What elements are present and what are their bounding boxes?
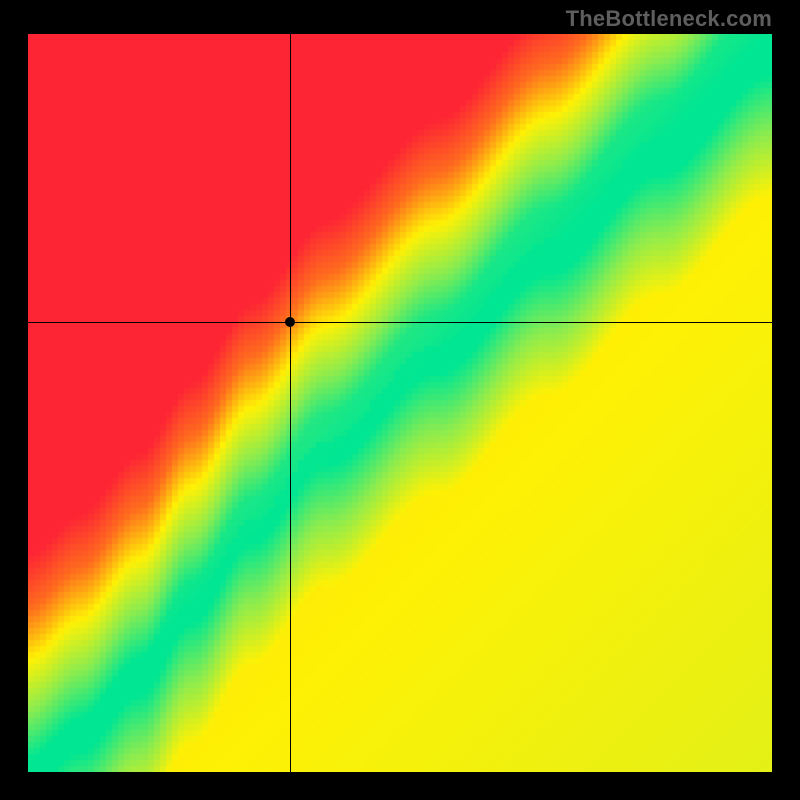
heatmap-plot xyxy=(28,34,772,772)
crosshair-horizontal xyxy=(28,322,772,323)
chart-frame: TheBottleneck.com xyxy=(0,0,800,800)
crosshair-vertical xyxy=(290,34,291,772)
heatmap-canvas xyxy=(28,34,772,772)
marker-dot xyxy=(285,317,295,327)
watermark-text: TheBottleneck.com xyxy=(566,6,772,32)
